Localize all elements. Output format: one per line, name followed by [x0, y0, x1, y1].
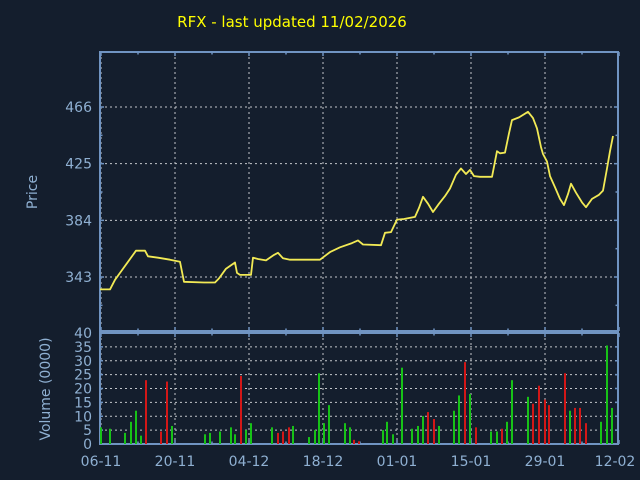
volume-bar-up — [438, 425, 440, 444]
volume-bar-down — [548, 405, 550, 444]
volume-bar-down — [166, 381, 168, 444]
volume-bar-up — [506, 421, 508, 444]
volume-bar-up — [250, 423, 252, 444]
volume-bar-down — [564, 373, 566, 444]
volume-bar-down — [585, 423, 587, 444]
volume-bar-up — [124, 432, 126, 444]
volume-bar-down — [145, 380, 147, 444]
volume-bar-up — [292, 425, 294, 444]
volume-bar-up — [100, 427, 102, 444]
volume-bar-up — [511, 380, 513, 444]
volume-y-tick-label: 35 — [74, 340, 92, 356]
volume-bar-up — [490, 431, 492, 444]
volume-bar-down — [579, 407, 581, 444]
volume-bar-up — [569, 410, 571, 444]
volume-y-tick-label: 40 — [74, 326, 92, 342]
price-y-tick-label: 425 — [65, 157, 92, 173]
volume-bar-up — [308, 437, 310, 444]
volume-bar-down — [353, 439, 355, 444]
volume-bar-up — [230, 427, 232, 444]
volume-bar-up — [140, 435, 142, 444]
volume-bar-down — [538, 385, 540, 444]
volume-bar-up — [401, 367, 403, 444]
volume-bar-up — [245, 430, 247, 444]
volume-bar-up — [109, 428, 111, 444]
volume-bar-up — [130, 421, 132, 444]
volume-bar-up — [417, 425, 419, 444]
x-tick-label: 18-12 — [303, 454, 344, 470]
price-y-tick-label: 343 — [65, 270, 92, 286]
volume-bar-down — [427, 412, 429, 444]
price-y-tick-label: 466 — [65, 100, 92, 116]
volume-bar-up — [349, 427, 351, 444]
panel-border — [99, 51, 619, 332]
x-tick-label: 29-01 — [525, 454, 566, 470]
volume-bar-up — [611, 407, 613, 444]
volume-bar-down — [277, 432, 279, 444]
volume-bar-up — [318, 373, 320, 444]
volume-bar-down — [532, 403, 534, 444]
volume-bar-up — [453, 410, 455, 444]
volume-bar-down — [574, 407, 576, 444]
volume-bar-up — [209, 432, 211, 444]
volume-y-tick-label: 0 — [83, 437, 92, 453]
volume-bar-up — [606, 345, 608, 444]
volume-bar-up — [386, 421, 388, 444]
x-tick-label: 06-11 — [81, 454, 122, 470]
volume-bar-up — [204, 434, 206, 444]
x-tick-label: 15-01 — [451, 454, 492, 470]
volume-y-tick-label: 5 — [83, 423, 92, 439]
volume-bar-down — [240, 376, 242, 444]
x-tick-label: 20-11 — [155, 454, 196, 470]
volume-bar-up — [135, 410, 137, 444]
x-tick-label: 04-12 — [229, 454, 270, 470]
price-line — [100, 110, 614, 291]
x-tick-label: 01-01 — [377, 454, 418, 470]
volume-bar-up — [600, 421, 602, 444]
volume-y-tick-label: 20 — [74, 382, 92, 398]
volume-y-tick-label: 15 — [74, 395, 92, 411]
volume-bar-up — [422, 416, 424, 444]
price-y-tick-label: 384 — [65, 213, 92, 229]
volume-bar-up — [382, 430, 384, 444]
volume-bar-up — [323, 423, 325, 444]
volume-bar-up — [234, 434, 236, 444]
volume-bar-up — [392, 434, 394, 444]
volume-bar-up — [344, 423, 346, 444]
volume-bar-down — [544, 399, 546, 444]
volume-bar-up — [328, 405, 330, 444]
volume-y-tick-label: 30 — [74, 354, 92, 370]
x-tick-label: 12-02 — [595, 454, 636, 470]
chart-title: RFX - last updated 11/02/2026 — [177, 13, 407, 31]
volume-bar-up — [458, 395, 460, 444]
volume-bar-down — [358, 441, 360, 444]
volume-bar-down — [464, 362, 466, 444]
volume-bar-up — [314, 430, 316, 444]
volume-bar-down — [501, 428, 503, 444]
volume-bar-up — [219, 431, 221, 444]
volume-bar-up — [527, 396, 529, 444]
volume-bar-down — [160, 431, 162, 444]
volume-bar-up — [411, 428, 413, 444]
volume-bar-up — [271, 427, 273, 444]
volume-bar-up — [469, 394, 471, 444]
volume-bar-down — [282, 431, 284, 444]
volume-y-tick-label: 25 — [74, 368, 92, 384]
volume-y-tick-label: 10 — [74, 409, 92, 425]
volume-bar-down — [433, 419, 435, 444]
volume-bar-up — [496, 431, 498, 444]
volume-bar-up — [171, 425, 173, 444]
volume-bar-down — [475, 427, 477, 444]
volume-bar-down — [288, 427, 290, 444]
